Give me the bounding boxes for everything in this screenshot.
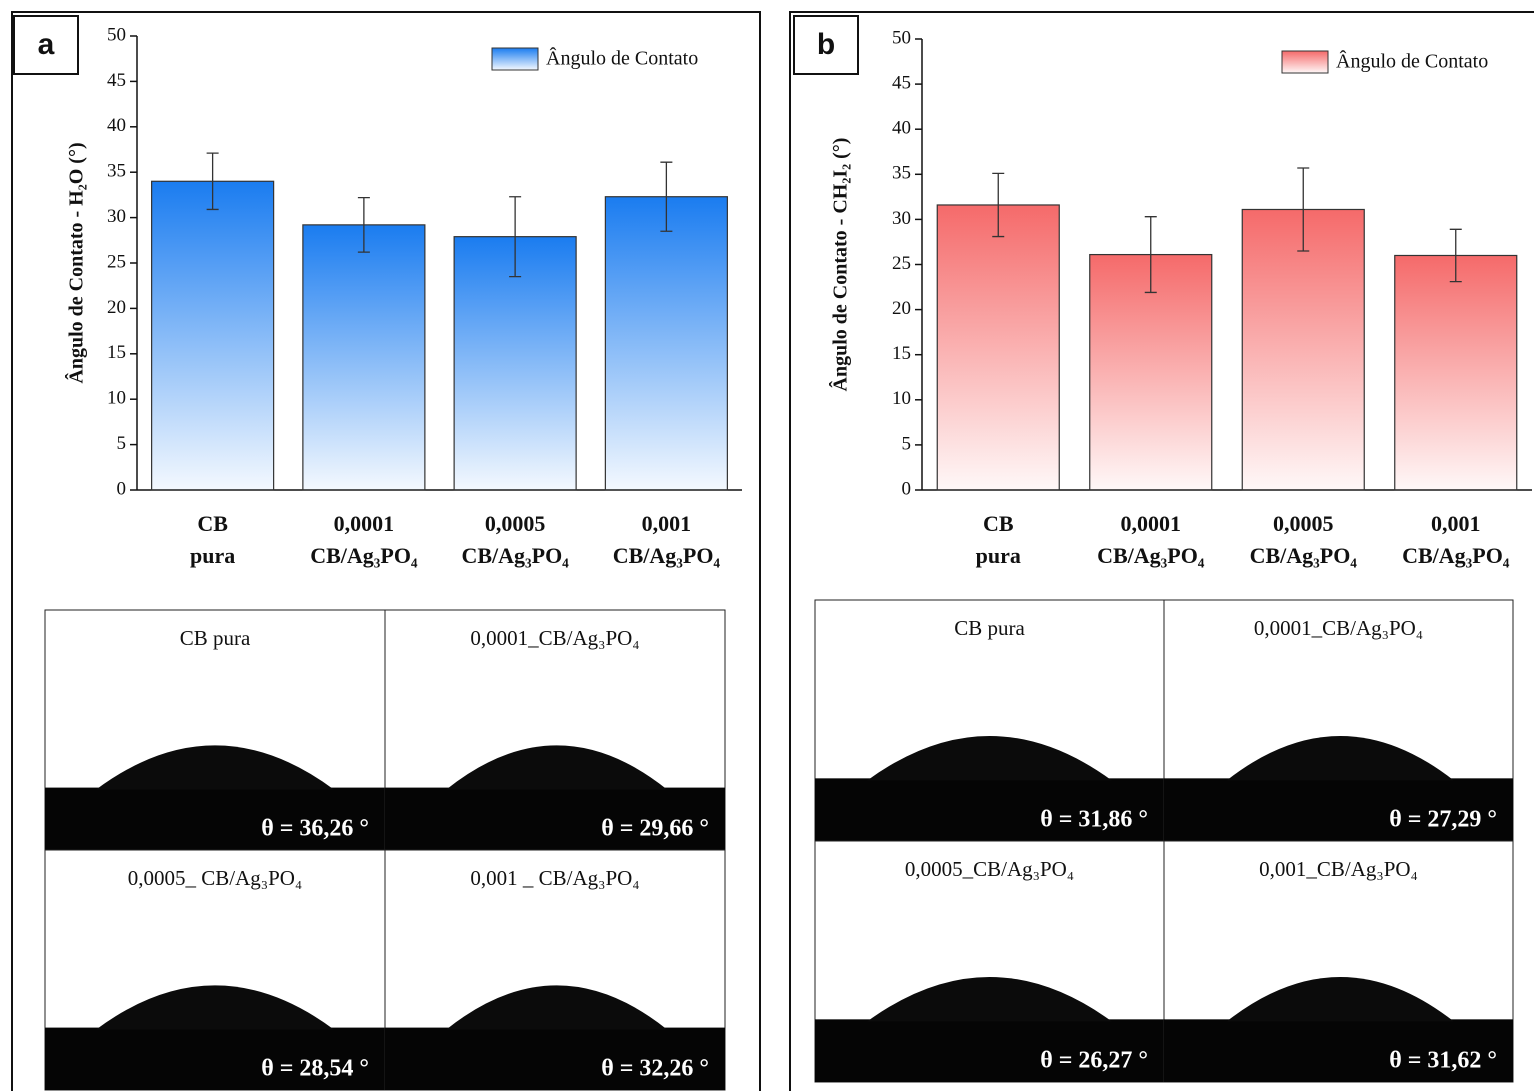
error-bar: [509, 196, 522, 278]
image-caption: 0,0001_CB/Ag₃PO₄: [470, 626, 639, 650]
droplet: [446, 985, 668, 1030]
y-tick-label: 35: [892, 163, 911, 184]
image-caption: CB pura: [954, 616, 1025, 640]
y-tick-label: 20: [107, 297, 126, 318]
y-tick-label: 40: [892, 118, 911, 139]
y-tick-label: 15: [107, 342, 126, 363]
legend-label: Ângulo de Contato: [546, 47, 698, 70]
image-caption: 0,001 _ CB/Ag₃PO₄: [470, 866, 639, 890]
x-tick-label: 0,0005 CB/Ag₃PO₄: [1250, 511, 1358, 568]
y-tick-label: 0: [902, 478, 912, 499]
bar: [1241, 208, 1365, 491]
legend-label: Ângulo de Contato: [1336, 50, 1488, 73]
y-tick-label: 25: [107, 251, 126, 272]
bar: [302, 224, 426, 491]
y-tick-label: 50: [107, 24, 126, 45]
substrate: [1164, 778, 1513, 841]
error-bar: [1144, 216, 1157, 294]
y-tick-label: 10: [892, 388, 911, 409]
error-bar: [1449, 228, 1462, 283]
x-tick-label: 0,001 CB/Ag₃PO₄: [613, 511, 721, 568]
contact-angle: θ = 29,66 °: [601, 816, 709, 842]
x-tick-label: 0,0001 CB/Ag₃PO₄: [310, 511, 418, 568]
bar: [1089, 253, 1213, 491]
image-caption: 0,0005_ CB/Ag₃PO₄: [128, 866, 303, 890]
contact-angle: θ = 32,26 °: [601, 1056, 709, 1082]
y-axis-label: Ângulo de Contato - CH₂I₂ (°): [828, 138, 852, 392]
y-tick-label: 35: [107, 161, 126, 182]
y-tick-label: 30: [107, 206, 126, 227]
bar: [936, 204, 1060, 491]
error-bar: [1297, 167, 1310, 252]
x-tick-label: CB pura: [976, 511, 1021, 568]
y-tick-label: 5: [902, 433, 912, 454]
image-caption: 0,0001_CB/Ag₃PO₄: [1254, 616, 1423, 640]
error-bar: [206, 152, 219, 211]
contact-angle: θ = 36,26 °: [261, 816, 369, 842]
y-tick-label: 20: [892, 298, 911, 319]
y-tick-label: 45: [892, 72, 911, 93]
error-bar: [660, 161, 673, 232]
panel-label: b: [817, 28, 835, 61]
image-caption: CB pura: [180, 626, 251, 650]
x-tick-label: 0,0001 CB/Ag₃PO₄: [1097, 511, 1205, 568]
droplet: [867, 735, 1112, 781]
substrate: [385, 1027, 725, 1090]
contact-angle: θ = 28,54 °: [261, 1056, 369, 1082]
panel-label-box: [793, 15, 859, 75]
bar: [1394, 254, 1518, 491]
substrate: [385, 787, 725, 850]
y-tick-label: 40: [107, 115, 126, 136]
substrate: [1164, 1019, 1513, 1082]
droplet: [96, 745, 334, 790]
substrate: [815, 778, 1164, 841]
droplet: [96, 985, 334, 1030]
image-caption: 0,001_CB/Ag₃PO₄: [1259, 857, 1418, 881]
panel-frame: [789, 11, 1534, 1091]
bar: [151, 180, 275, 491]
droplet: [1226, 976, 1454, 1022]
x-tick-label: CB pura: [190, 511, 235, 568]
substrate: [45, 1027, 385, 1090]
panel-label: a: [38, 28, 55, 61]
droplet: [1226, 735, 1454, 781]
bar: [604, 196, 728, 491]
substrate: [45, 787, 385, 850]
x-tick-label: 0,001 CB/Ag₃PO₄: [1402, 511, 1510, 568]
y-tick-label: 10: [107, 388, 126, 409]
y-tick-label: 30: [892, 208, 911, 229]
error-bar: [992, 172, 1005, 238]
y-tick-label: 15: [892, 343, 911, 364]
y-tick-label: 50: [892, 27, 911, 48]
y-tick-label: 25: [892, 253, 911, 274]
panel-frame: [11, 11, 761, 1091]
legend-swatch: [1281, 50, 1329, 74]
droplet: [867, 976, 1112, 1022]
y-axis-label: Ângulo de Contato - H₂O (°): [64, 142, 88, 383]
substrate: [815, 1019, 1164, 1082]
error-bar: [357, 196, 370, 253]
droplet: [446, 745, 668, 790]
x-tick-label: 0,0005 CB/Ag₃PO₄: [461, 511, 569, 568]
image-caption: 0,0005_CB/Ag₃PO₄: [905, 857, 1074, 881]
contact-angle: θ = 26,27 °: [1040, 1048, 1148, 1074]
contact-angle: θ = 31,62 °: [1389, 1048, 1497, 1074]
y-tick-label: 5: [117, 433, 127, 454]
contact-angle: θ = 31,86 °: [1040, 807, 1148, 833]
y-tick-label: 45: [107, 70, 126, 91]
y-tick-label: 0: [117, 478, 127, 499]
panel-label-box: [13, 15, 79, 75]
legend-swatch: [491, 47, 539, 71]
contact-angle: θ = 27,29 °: [1389, 807, 1497, 833]
